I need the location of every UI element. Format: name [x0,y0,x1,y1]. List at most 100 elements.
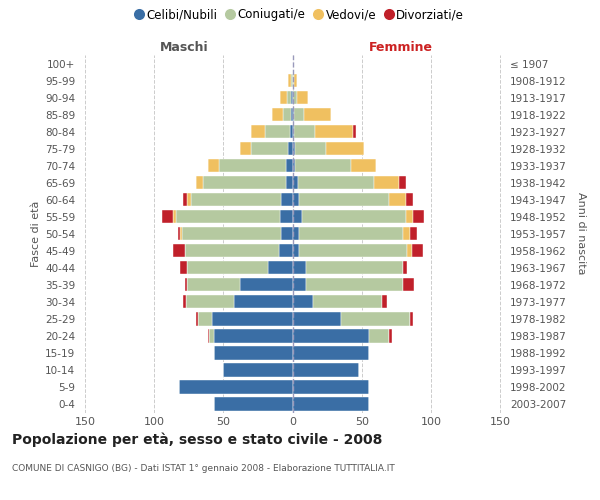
Bar [403,278,414,291]
Bar [374,176,399,190]
Bar [187,193,191,206]
Bar [289,74,291,87]
Bar [191,193,281,206]
Bar [183,193,187,206]
Bar [298,176,374,190]
Bar [182,227,281,240]
Bar [293,244,299,258]
Bar [293,210,302,224]
Bar [181,261,187,274]
Bar [208,159,219,172]
Bar [178,227,181,240]
Bar [280,91,287,104]
Bar [185,278,187,291]
Bar [289,142,293,156]
Y-axis label: Fasce di età: Fasce di età [31,200,41,267]
Bar [183,295,186,308]
Bar [208,330,209,342]
Bar [173,244,185,258]
Bar [293,261,307,274]
Bar [291,108,293,121]
Bar [185,244,278,258]
Bar [299,244,407,258]
Bar [179,380,293,394]
Bar [368,330,389,342]
Text: Femmine: Femmine [368,41,433,54]
Bar [296,91,308,104]
Bar [293,108,294,121]
Bar [353,125,356,138]
Bar [251,125,265,138]
Bar [214,346,293,360]
Bar [307,278,403,291]
Bar [293,364,359,376]
Bar [293,159,295,172]
Bar [294,74,296,87]
Bar [302,210,406,224]
Bar [199,312,212,326]
Bar [294,125,314,138]
Bar [251,142,289,156]
Bar [293,346,368,360]
Bar [293,295,313,308]
Bar [413,210,424,224]
Bar [293,176,298,190]
Bar [399,176,406,190]
Bar [214,330,293,342]
Bar [291,91,293,104]
Bar [268,261,293,274]
Bar [235,295,293,308]
Bar [341,312,410,326]
Bar [295,159,350,172]
Bar [209,330,214,342]
Bar [176,210,280,224]
Bar [293,227,299,240]
Bar [410,227,417,240]
Bar [410,312,413,326]
Bar [313,295,382,308]
Bar [281,227,293,240]
Bar [293,278,307,291]
Bar [293,142,295,156]
Bar [196,312,199,326]
Bar [299,193,389,206]
Bar [173,210,176,224]
Bar [350,159,376,172]
Bar [407,244,412,258]
Bar [314,125,353,138]
Bar [293,398,368,410]
Bar [403,261,407,274]
Bar [240,142,251,156]
Bar [389,330,392,342]
Bar [293,91,296,104]
Bar [265,125,290,138]
Bar [304,108,331,121]
Bar [293,193,299,206]
Bar [326,142,364,156]
Bar [278,244,293,258]
Bar [286,159,293,172]
Bar [223,364,293,376]
Bar [203,176,286,190]
Text: Popolazione per età, sesso e stato civile - 2008: Popolazione per età, sesso e stato civil… [12,432,382,447]
Bar [406,210,413,224]
Bar [181,227,182,240]
Bar [186,295,235,308]
Y-axis label: Anni di nascita: Anni di nascita [576,192,586,275]
Bar [283,108,291,121]
Bar [307,261,403,274]
Bar [163,210,173,224]
Text: COMUNE DI CASNIGO (BG) - Dati ISTAT 1° gennaio 2008 - Elaborazione TUTTITALIA.IT: COMUNE DI CASNIGO (BG) - Dati ISTAT 1° g… [12,464,395,473]
Bar [295,142,326,156]
Bar [287,91,291,104]
Bar [291,74,293,87]
Bar [286,176,293,190]
Bar [382,295,386,308]
Bar [294,108,304,121]
Bar [280,210,293,224]
Text: Maschi: Maschi [160,41,209,54]
Bar [293,74,294,87]
Bar [219,159,286,172]
Bar [187,261,268,274]
Legend: Celibi/Nubili, Coniugati/e, Vedovi/e, Divorziati/e: Celibi/Nubili, Coniugati/e, Vedovi/e, Di… [131,4,469,26]
